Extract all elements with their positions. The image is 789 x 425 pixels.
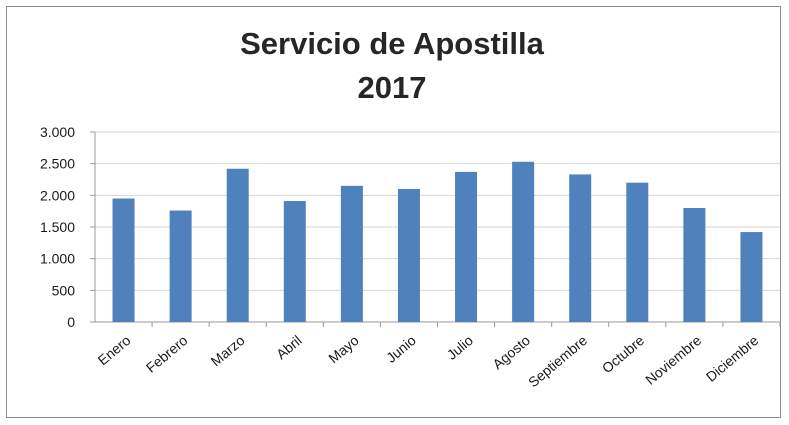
- x-axis-category-labels: Enero Febrero Marzo Abril Mayo Junio Julio Agos…: [95, 332, 762, 390]
- bar-octubre: [626, 182, 649, 322]
- y-tick-label: 1.500: [40, 219, 75, 235]
- x-category-label: Junio: [383, 332, 419, 366]
- chart-frame: [6, 6, 781, 418]
- gridlines: [90, 131, 781, 327]
- chart-subtitle: 2017: [358, 70, 427, 105]
- bar-marzo: [226, 168, 249, 322]
- y-tick-label: 1.000: [40, 251, 75, 267]
- y-tick-label: 3.000: [40, 124, 75, 140]
- x-category-label: Julio: [444, 332, 477, 363]
- x-category-label: Septiembre: [525, 332, 590, 390]
- bar-febrero: [169, 210, 192, 322]
- bar-enero: [112, 198, 135, 322]
- bar-abril: [283, 201, 306, 322]
- bar-noviembre: [683, 208, 706, 322]
- x-category-label: Febrero: [143, 332, 191, 376]
- x-category-label: Abril: [273, 332, 305, 362]
- bar-junio: [397, 189, 420, 322]
- x-category-label: Mayo: [325, 332, 362, 366]
- chart-title: Servicio de Apostilla: [240, 26, 545, 61]
- bar-mayo: [340, 185, 363, 322]
- y-tick-label: 2.000: [40, 187, 75, 203]
- x-category-label: Octubre: [599, 332, 648, 376]
- x-category-label: Enero: [95, 332, 134, 368]
- bar-septiembre: [569, 174, 592, 322]
- x-category-label: Marzo: [208, 332, 248, 369]
- y-tick-label: 0: [67, 314, 75, 330]
- x-category-label: Noviembre: [642, 332, 704, 388]
- x-category-label: Diciembre: [703, 332, 762, 385]
- bar-agosto: [512, 161, 535, 322]
- y-tick-label: 500: [52, 282, 76, 298]
- bars: [112, 161, 763, 322]
- bar-diciembre: [740, 232, 763, 322]
- x-category-label: Agosto: [489, 332, 533, 372]
- bar-julio: [455, 171, 478, 322]
- y-axis-tick-labels: 0 500 1.000 1.500 2.000 2.500 3.000: [40, 124, 75, 330]
- y-tick-label: 2.500: [40, 156, 75, 172]
